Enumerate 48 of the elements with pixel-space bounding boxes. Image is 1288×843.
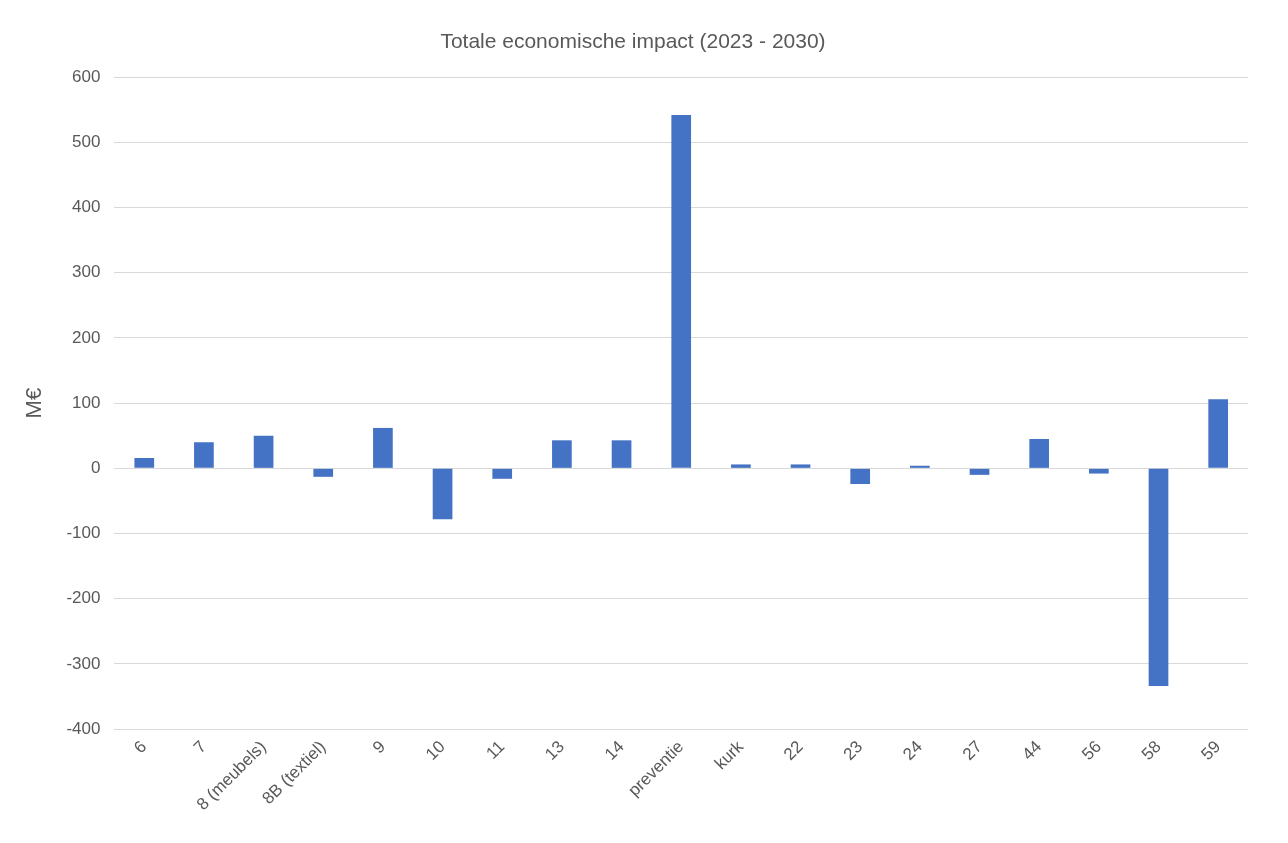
bar <box>731 464 751 468</box>
x-tick-label: 11 <box>482 737 509 763</box>
y-axis-title: M€ <box>21 387 47 419</box>
bar <box>1148 468 1169 687</box>
y-tick-label: 100 <box>72 392 101 412</box>
bar <box>373 427 393 468</box>
bar <box>432 468 453 520</box>
x-tick-label: 7 <box>189 737 211 758</box>
y-tick-label: -100 <box>66 523 101 543</box>
y-tick-label: -300 <box>66 653 101 673</box>
y-tick-label: -400 <box>66 718 101 738</box>
x-tick-label: 44 <box>1018 737 1046 764</box>
bar <box>253 435 274 468</box>
bar <box>969 468 990 475</box>
bar <box>671 115 692 468</box>
x-tick-label: 9 <box>368 737 390 758</box>
x-tick-label: 23 <box>839 737 867 764</box>
x-tick-label: 56 <box>1078 737 1105 764</box>
bar <box>1089 468 1109 474</box>
bar <box>850 468 871 484</box>
x-tick-label: 27 <box>958 737 986 764</box>
chart-title: Totale economische impact (2023 - 2030) <box>440 29 826 53</box>
y-tick-label: 0 <box>90 458 101 478</box>
bar <box>492 468 513 479</box>
y-tick-label: 400 <box>72 197 101 217</box>
bar <box>1029 439 1050 468</box>
x-tick-label: 24 <box>899 737 926 764</box>
x-tick-label: 59 <box>1197 737 1225 764</box>
x-tick-label: kurk <box>710 736 748 774</box>
x-tick-label: 13 <box>541 737 569 764</box>
bar <box>552 440 572 468</box>
y-tick-label: 600 <box>72 66 101 86</box>
x-tick-label: 6 <box>130 737 151 758</box>
bar <box>313 468 334 477</box>
bar <box>134 457 155 468</box>
y-tick-label: 200 <box>72 327 101 347</box>
bar <box>1208 399 1229 468</box>
y-tick-label: -200 <box>66 588 101 608</box>
x-tick-label: 22 <box>779 737 807 764</box>
x-tick-label: 14 <box>600 737 628 764</box>
x-tick-label: 10 <box>421 737 449 764</box>
bar <box>611 440 632 468</box>
y-tick-label: 300 <box>72 262 101 282</box>
y-tick-label: 500 <box>72 132 101 152</box>
bar <box>790 464 811 468</box>
bar <box>194 442 214 468</box>
x-tick-label: 58 <box>1137 737 1165 764</box>
bar <box>910 465 930 468</box>
